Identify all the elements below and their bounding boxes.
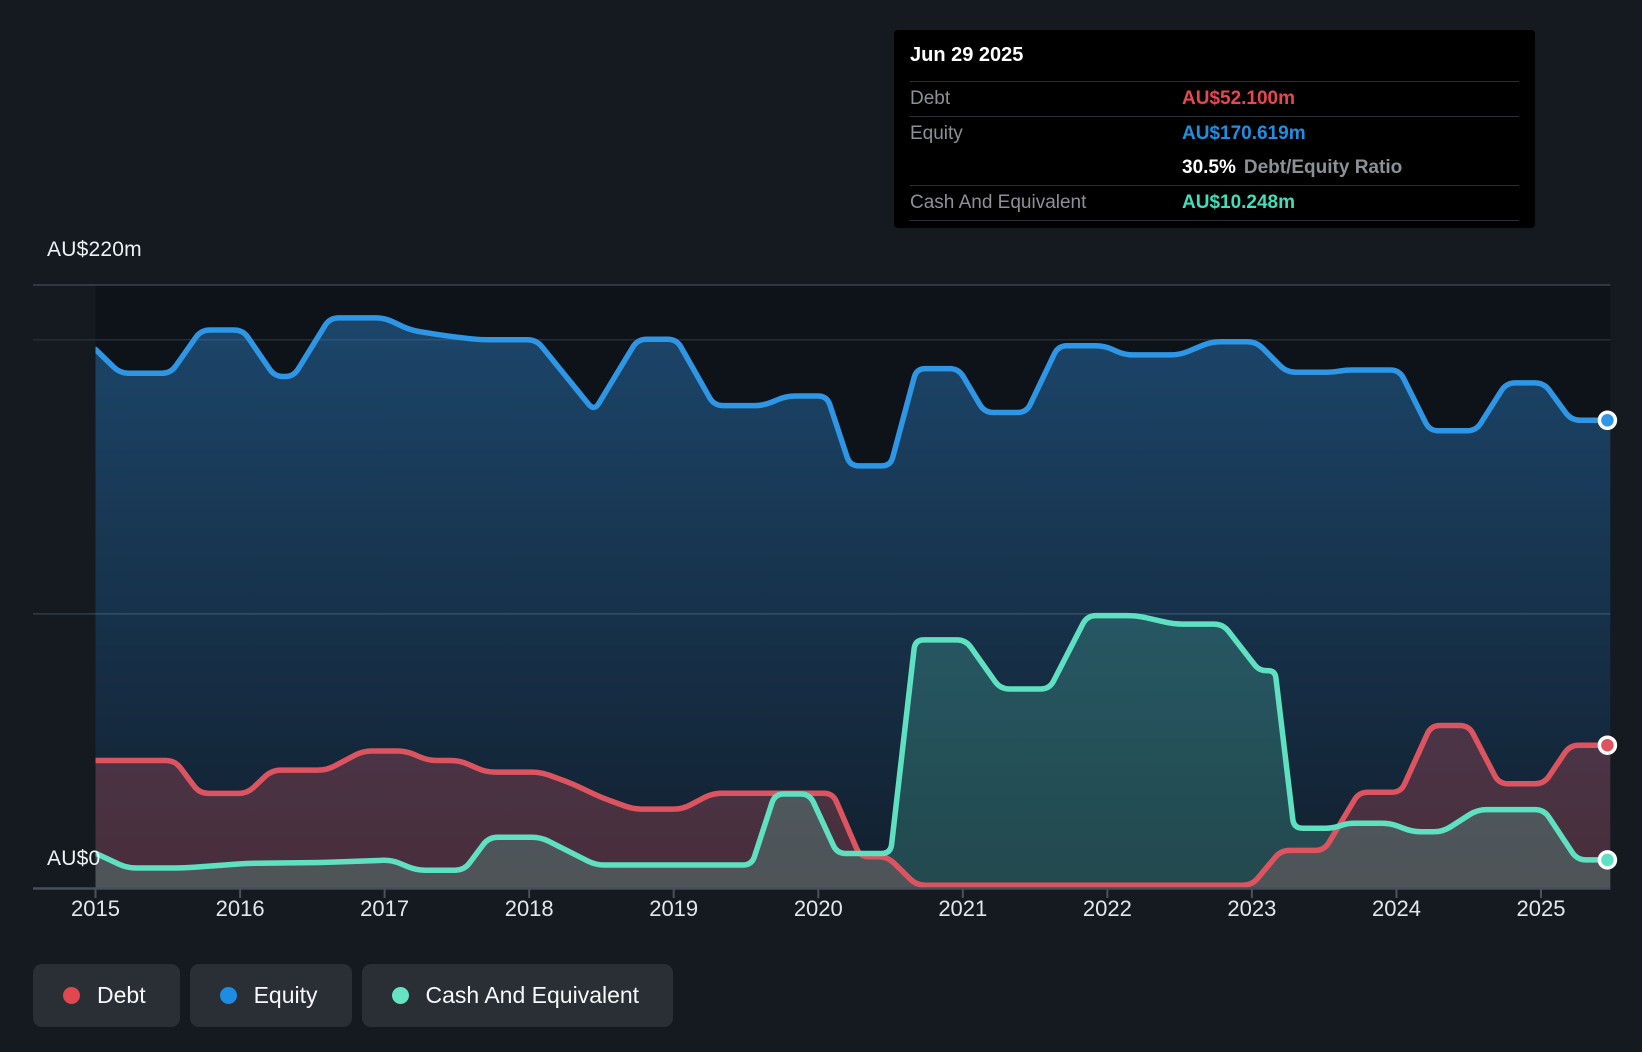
x-axis-label-2019: 2019 (649, 896, 699, 921)
tooltip-ratio-label: Debt/Equity Ratio (1243, 157, 1403, 178)
tooltip-debt-value: AU$52.100m (1182, 88, 1296, 109)
x-axis-label-2023: 2023 (1227, 896, 1277, 921)
tooltip-debt-label: Debt (910, 88, 951, 109)
x-axis-label-2018: 2018 (504, 896, 554, 921)
tooltip-row-ratio: 30.5% Debt/Equity Ratio (910, 151, 1519, 186)
legend-cash-label: Cash And Equivalent (425, 982, 640, 1008)
equity-line (95, 315, 1611, 469)
x-axis-label-2017: 2017 (360, 896, 410, 921)
x-axis-label-2021: 2021 (938, 896, 988, 921)
tooltip-row-cash: Cash And Equivalent AU$10.248m (910, 186, 1519, 221)
tooltip-row-equity: Equity AU$170.619m (910, 117, 1519, 151)
tooltip-date: Jun 29 2025 (910, 30, 1519, 82)
y-axis-zero-label: AU$0 (47, 847, 101, 870)
debt-endpoint-marker (1597, 735, 1618, 755)
tooltip-equity-label: Equity (910, 123, 963, 144)
legend-equity-label: Equity (253, 982, 318, 1008)
x-axis-label-2022: 2022 (1082, 896, 1132, 921)
debt-area (95, 725, 1611, 888)
legend-item-debt[interactable]: Debt (33, 964, 180, 1027)
equity-area (95, 317, 1611, 888)
equity-endpoint-marker (1597, 410, 1618, 431)
x-axis-label-2024: 2024 (1372, 896, 1421, 921)
debt-series-dot-icon (63, 987, 80, 1004)
tooltip-ratio-value: 30.5% (1182, 157, 1236, 178)
chart-tooltip: Jun 29 2025 Debt AU$52.100m Equity AU$17… (894, 30, 1535, 228)
tooltip-equity-value: AU$170.619m (1182, 123, 1306, 144)
equity-series-dot-icon (219, 987, 237, 1004)
debt-line (95, 722, 1611, 889)
x-axis-label-2025: 2025 (1516, 896, 1566, 921)
cash-series-dot-icon (391, 987, 409, 1004)
legend-item-equity[interactable]: Equity (189, 964, 352, 1027)
cash-area (95, 615, 1611, 888)
cash-line (95, 612, 1611, 873)
tooltip-cash-value: AU$10.248m (1182, 192, 1296, 213)
y-axis-max-label: AU$220m (47, 238, 142, 261)
tooltip-cash-label: Cash And Equivalent (910, 192, 1087, 213)
legend-debt-label: Debt (97, 982, 146, 1008)
x-axis-label-2015: 2015 (71, 896, 120, 921)
cash-endpoint-marker (1597, 850, 1618, 870)
chart-legend: Debt Equity Cash And Equivalent (33, 964, 674, 1027)
tooltip-row-debt: Debt AU$52.100m (910, 82, 1519, 117)
legend-item-cash[interactable]: Cash And Equivalent (361, 964, 674, 1027)
x-axis-label-2020: 2020 (793, 896, 843, 921)
x-axis-label-2016: 2016 (215, 896, 265, 921)
